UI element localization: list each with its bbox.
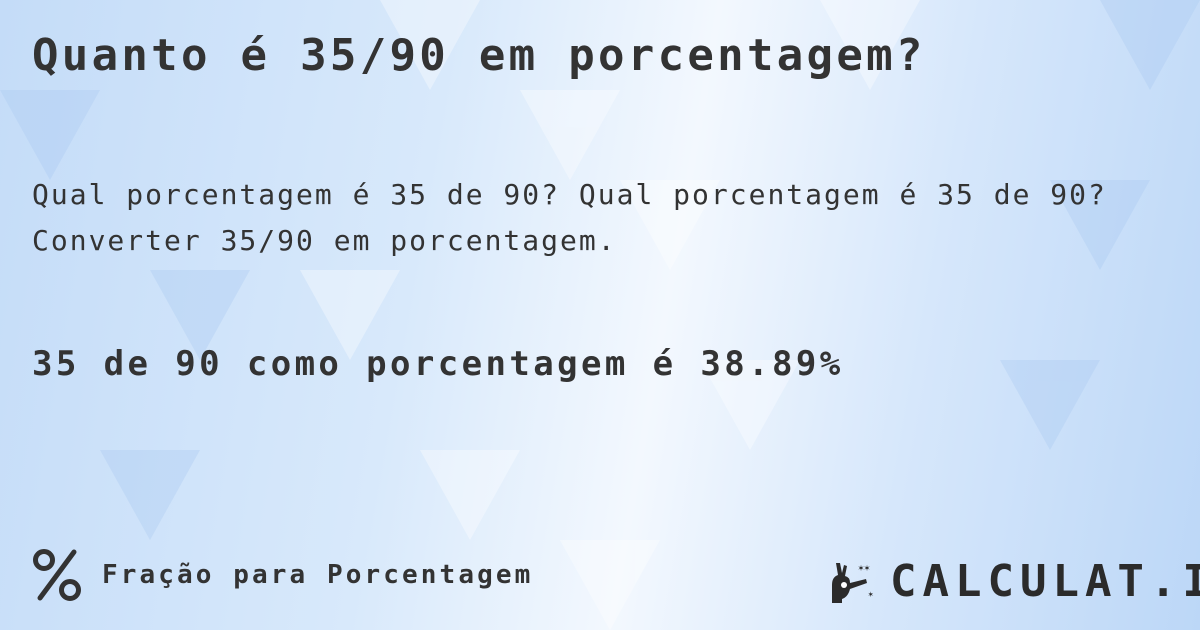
page-title: Quanto é 35/90 em porcentagem?	[32, 30, 926, 81]
question-line-2: Converter 35/90 em porcentagem.	[32, 224, 617, 257]
category-label: Fração para Porcentagem	[102, 560, 534, 590]
svg-text:✶✶: ✶✶	[858, 563, 870, 574]
magic-hand-icon: ✶✶ ✶	[832, 562, 874, 603]
svg-text:✶: ✶	[868, 590, 874, 600]
percent-icon	[33, 549, 81, 601]
question-text: Qual porcentagem é 35 de 90? Qual porcen…	[32, 172, 1107, 264]
category-link[interactable]: Fração para Porcentagem	[32, 548, 533, 602]
question-line-1: Qual porcentagem é 35 de 90? Qual porcen…	[32, 178, 1107, 211]
result-text: 35 de 90 como porcentagem é 38.89%	[32, 344, 844, 384]
logo-text: CALCULAT.IO	[890, 556, 1200, 607]
calculat-io-logo[interactable]: ✶✶ ✶ CALCULAT.IO	[828, 556, 1200, 607]
